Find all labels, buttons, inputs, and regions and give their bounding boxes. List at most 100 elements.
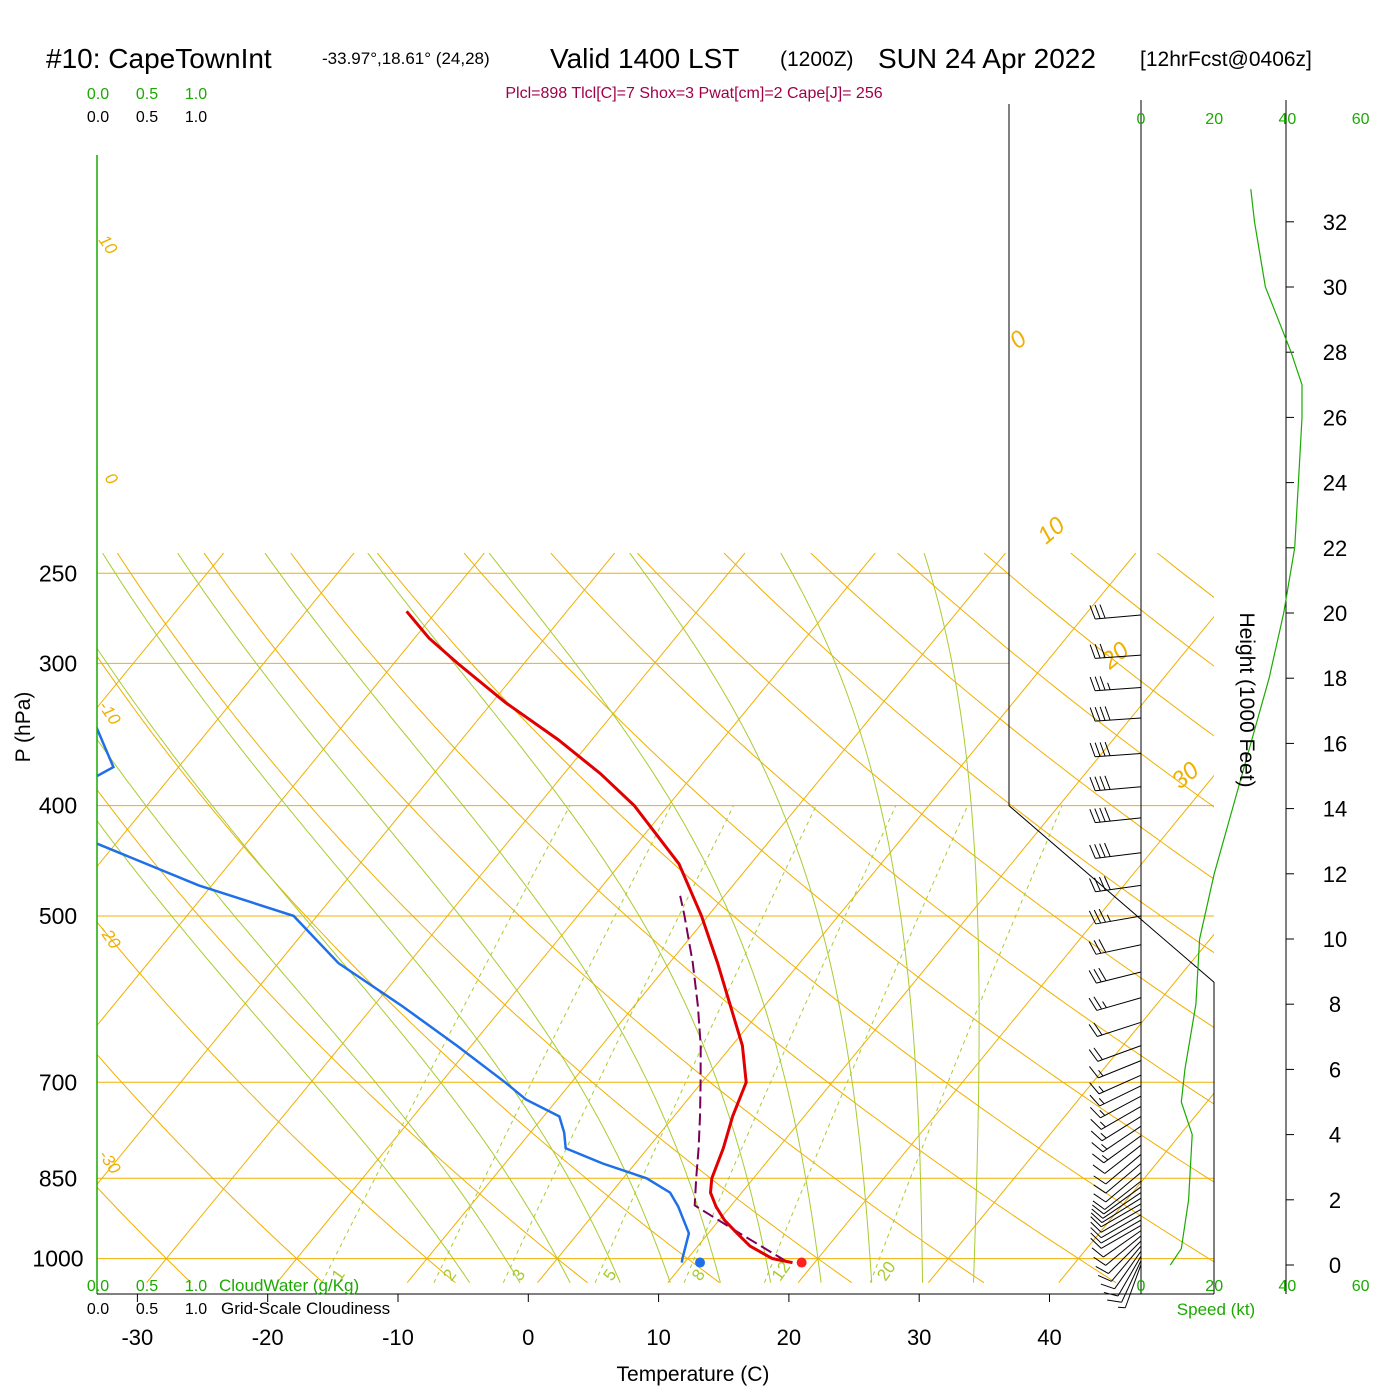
height-tick-label: 26 <box>1323 405 1347 430</box>
mixing-ratio-line <box>433 805 672 1283</box>
height-tick-label: 14 <box>1323 797 1347 822</box>
wind-barb-staff <box>1099 1085 1142 1107</box>
wind-barb <box>1089 604 1142 620</box>
x-tick-label: 10 <box>646 1325 670 1350</box>
wind-barb <box>1091 1125 1142 1153</box>
wind-barb <box>1090 1203 1142 1228</box>
speed-tick-label: 60 <box>1352 111 1370 128</box>
moist-adiabat <box>367 552 772 1283</box>
dry-adiabat <box>897 552 1214 808</box>
wind-barb-staff <box>1098 1074 1142 1095</box>
wind-barb <box>1090 1219 1142 1244</box>
wind-barb-feather <box>1100 1283 1115 1290</box>
wind-barb <box>1089 807 1142 824</box>
wind-barb-staff <box>1095 654 1142 659</box>
wind-barb-feather <box>1089 644 1096 659</box>
height-tick-label: 32 <box>1323 210 1347 235</box>
isotherm-line <box>667 615 1214 1284</box>
wind-barb-feather <box>1090 1216 1102 1228</box>
wind-barb-staff <box>1100 1224 1142 1249</box>
wind-barb-feather <box>1089 707 1096 722</box>
dry-adiabat <box>203 552 985 1284</box>
wind-barb-feather <box>1088 997 1098 1011</box>
wind-barb-staff <box>1104 1180 1142 1210</box>
wind-barb <box>1089 676 1142 692</box>
height-axis-title: Height (1000 Feet) <box>1235 612 1258 787</box>
mixing-ratio-label: 20 <box>873 1258 899 1284</box>
wind-barb-staff <box>1100 1105 1142 1130</box>
wind-barb-staff <box>1100 1203 1142 1228</box>
wind-barb <box>1100 1250 1142 1290</box>
wind-barb-feather <box>1099 807 1106 822</box>
wind-barb-feather <box>1089 1066 1099 1079</box>
mixing-ratio-label: 2 <box>439 1266 460 1285</box>
wind-barb <box>1090 1224 1142 1249</box>
wind-barb <box>1092 1180 1142 1210</box>
wind-barb-staff <box>1103 1230 1142 1258</box>
temperature-trace <box>405 610 793 1265</box>
wind-barb-staff <box>1095 944 1142 955</box>
wind-barb-feather <box>1093 1022 1103 1036</box>
isotherm-line <box>928 933 1214 1284</box>
wind-barb <box>1090 1105 1142 1130</box>
profile-clip <box>97 610 793 1265</box>
wind-barb-half-feather <box>1098 1069 1104 1077</box>
wind-barb <box>1091 1192 1142 1219</box>
cloud-scale-tick: 1.0 <box>185 1301 207 1318</box>
wind-barb-staff <box>1095 614 1142 620</box>
mixing-ratio-line <box>594 805 817 1283</box>
wind-barb-feather <box>1107 1299 1122 1303</box>
wind-barb-feather <box>1093 1175 1107 1185</box>
height-tick-label: 16 <box>1323 731 1347 756</box>
wind-barb-feather <box>1099 776 1106 791</box>
valid-time: Valid 1400 LST <box>550 43 739 74</box>
x-tick-label: 0 <box>522 1325 534 1350</box>
wind-barb-half-feather <box>1117 1306 1126 1309</box>
wind-barb <box>1089 741 1142 758</box>
cloud-scale-tick: 1.0 <box>185 1278 207 1295</box>
cloud-scale-tick: 1.0 <box>185 86 207 103</box>
wind-barb <box>1089 775 1142 792</box>
wind-barb <box>1088 939 1142 955</box>
wind-barb-feather <box>1093 1047 1103 1060</box>
wind-barb <box>1093 1163 1142 1194</box>
isotherm-line <box>1058 1092 1214 1284</box>
wind-barb-staff <box>1095 786 1142 792</box>
wind-barb-feather <box>1093 1184 1107 1194</box>
wind-barb <box>1092 1186 1142 1215</box>
wind-barb-feather <box>1094 808 1101 823</box>
mixing-ratio-line <box>683 805 897 1283</box>
wind-barb-feather <box>1098 967 1107 981</box>
height-tick-label: 0 <box>1329 1253 1341 1278</box>
wind-barb-feather <box>1104 741 1111 756</box>
wind-barb-feather <box>1089 1106 1101 1119</box>
height-tick-label: 22 <box>1323 536 1347 561</box>
isotherm-label: 10 <box>1033 511 1071 549</box>
moist-adiabat <box>264 552 721 1283</box>
cloud-scale-tick: 0.5 <box>136 109 158 126</box>
isotherm-line <box>146 552 746 1284</box>
wind-barb-staff <box>1121 1260 1142 1303</box>
wind-barb-feather <box>1099 706 1106 721</box>
wind-barb <box>1092 1144 1142 1174</box>
station-coords: -33.97°,18.61° (24,28) <box>322 49 490 68</box>
wind-barb <box>1093 1154 1142 1185</box>
wind-barb <box>1107 1260 1142 1303</box>
mixing-ratio-label: 8 <box>688 1266 709 1285</box>
speed-tick-label: 20 <box>1205 111 1223 128</box>
wind-barb-feather <box>1089 844 1096 859</box>
wind-barb-feather <box>1104 842 1111 857</box>
wind-barb-feather <box>1088 1024 1098 1037</box>
wind-barb-staff <box>1104 1144 1142 1174</box>
wind-barb-feather <box>1089 605 1096 620</box>
wind-barb <box>1089 643 1142 659</box>
wind-barb-staff <box>1100 1219 1142 1244</box>
wind-barb-feather <box>1090 1212 1103 1223</box>
wind-barb-feather <box>1099 843 1106 858</box>
wind-barb-feather <box>1092 1204 1105 1215</box>
x-tick-label: 20 <box>777 1325 801 1350</box>
wind-barb <box>1117 1264 1142 1309</box>
wind-barb-feather <box>1089 1094 1101 1107</box>
